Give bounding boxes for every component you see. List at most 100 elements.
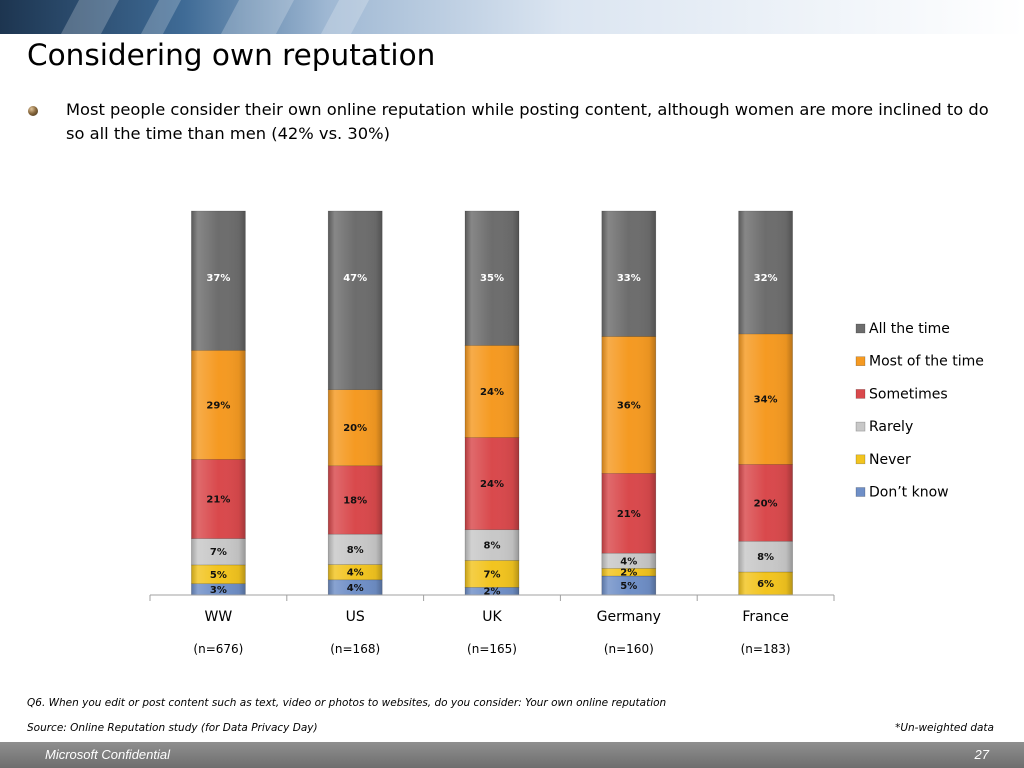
data-label: 29% [206,400,230,411]
bar-shading [465,437,519,530]
sample-size-label: (n=160) [604,642,654,656]
bar-shading [738,333,793,465]
legend-label: Never [869,452,911,468]
bar-shading [191,211,246,351]
source-footnote: Source: Online Reputation study (for Dat… [27,722,318,734]
question-footnote: Q6. When you edit or post content such a… [27,697,667,709]
data-label: 35% [480,273,504,284]
category-label: UK [482,609,502,625]
data-label: 34% [754,395,778,406]
x-axis: WW (n=676) US (n=168) UK (n=165) Germany (n=160… [149,594,835,656]
bar-shading [191,564,246,584]
bar-shading [601,336,656,474]
bar-shading [191,350,246,460]
data-label: 24% [480,387,504,398]
category-label: US [346,609,365,625]
bar-shading [738,211,793,334]
data-label: 7% [484,569,501,580]
data-label: 5% [620,581,637,592]
unweighted-note: *Un-weighted data [895,722,994,734]
bar-shading [601,553,656,569]
legend-item-most-of-the-time: Most of the time [855,354,984,370]
legend-label: Most of the time [869,354,984,370]
data-label: 2% [484,587,501,598]
bar-shading [328,564,383,580]
data-label: 8% [757,552,774,563]
data-label: 8% [484,541,501,552]
bar-shading [328,534,383,565]
data-label: 18% [343,495,367,506]
legend-swatch [855,356,866,367]
legend-item-sometimes: Sometimes [855,386,948,402]
bar-shading [328,389,383,466]
data-label: 21% [206,495,230,506]
bar-shading [601,473,656,554]
data-label: 4% [347,568,364,579]
page-number: 27 [974,747,989,762]
sample-size-label: (n=676) [193,642,243,656]
bar-shading [465,345,519,438]
category-label: France [742,609,789,625]
data-label: 32% [754,273,778,284]
confidential-label: Microsoft Confidential [45,747,170,762]
bar-shading [465,560,519,588]
legend-label: Rarely [869,419,913,435]
bar-shading [191,459,246,539]
legend-swatch [855,487,866,497]
stacked-bar-chart: 3% 5% 7% 21% 29% 37% 4% 4% 8% 18% 20% 47% 2% 7% 8% 24% 2… [149,210,984,656]
bullet-icon [28,106,38,116]
bar-shading [465,211,519,346]
data-label: 20% [754,498,778,509]
data-label: 5% [210,570,227,581]
legend-label: All the time [869,321,950,337]
bar-shading [601,568,656,576]
data-label: 21% [617,509,641,520]
legend-swatch [855,454,866,465]
sample-size-label: (n=165) [467,642,517,656]
data-label: 2% [620,568,637,579]
footer-bar: Microsoft Confidential 27 [0,742,1024,768]
data-label: 4% [620,556,637,567]
bar-shading [738,541,793,572]
category-label: WW [205,609,233,625]
bar-shading [191,583,246,595]
slide-title: Considering own reputation [27,38,436,72]
data-label: 4% [347,583,364,594]
sample-size-label: (n=168) [330,642,380,656]
bar-shading [601,211,656,337]
bar-shading [328,211,383,390]
bar-shading [328,579,383,595]
legend-label: Don’t know [869,485,949,501]
data-label: 6% [757,579,774,590]
data-label: 8% [347,545,364,556]
bar-shading [738,464,793,542]
header-banner-image [0,0,1024,34]
data-label: 20% [343,423,367,434]
data-label: 36% [617,400,641,411]
legend-swatch [855,323,866,334]
data-label: 3% [210,585,227,596]
sample-size-label: (n=183) [741,642,791,656]
data-label: 24% [480,479,504,490]
legend-item-never: Never [855,452,911,468]
bars-layer: 3% 5% 7% 21% 29% 37% 4% 4% 8% 18% 20% 47% 2% 7% 8% 24% 2… [191,210,793,598]
data-label: 37% [206,273,230,284]
data-label: 47% [343,273,367,284]
legend-label: Sometimes [869,386,948,402]
data-label: 7% [210,547,227,558]
legend-item-rarely: Rarely [855,419,913,435]
bar-shading [738,571,793,595]
bar-shading [601,575,656,595]
category-label: Germany [597,609,661,625]
legend-item-don-t-know: Don’t know [855,485,949,501]
data-label: 33% [617,273,641,284]
legend-swatch [855,389,866,399]
bar-shading [465,587,519,595]
legend-swatch [855,421,866,432]
bullet-text: Most people consider their own online re… [66,100,989,143]
legend: All the time Most of the time Sometimes Rar… [855,321,984,501]
legend-item-all-the-time: All the time [855,321,950,337]
bar-shading [465,529,519,561]
bar-shading [328,465,383,535]
